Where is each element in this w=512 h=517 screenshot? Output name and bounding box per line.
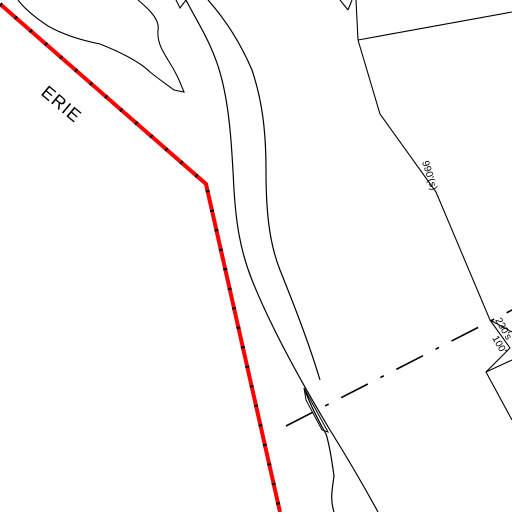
parcel-line [485,319,512,421]
road-centerline-dashed [285,309,512,427]
parcel-line [347,0,353,11]
parcel-line [485,359,512,373]
parcel-line [339,0,349,11]
county-boundary [0,2,282,513]
riverbank-east [207,0,321,381]
island-shoreline [17,0,185,93]
river-feature-outline [303,387,330,433]
parcel-line [355,0,359,41]
riverbank-west [185,0,379,513]
riverbank-lower [303,387,335,513]
island-tip-outline [175,0,187,10]
parcel-line [357,39,512,333]
parcel-line [357,11,512,41]
